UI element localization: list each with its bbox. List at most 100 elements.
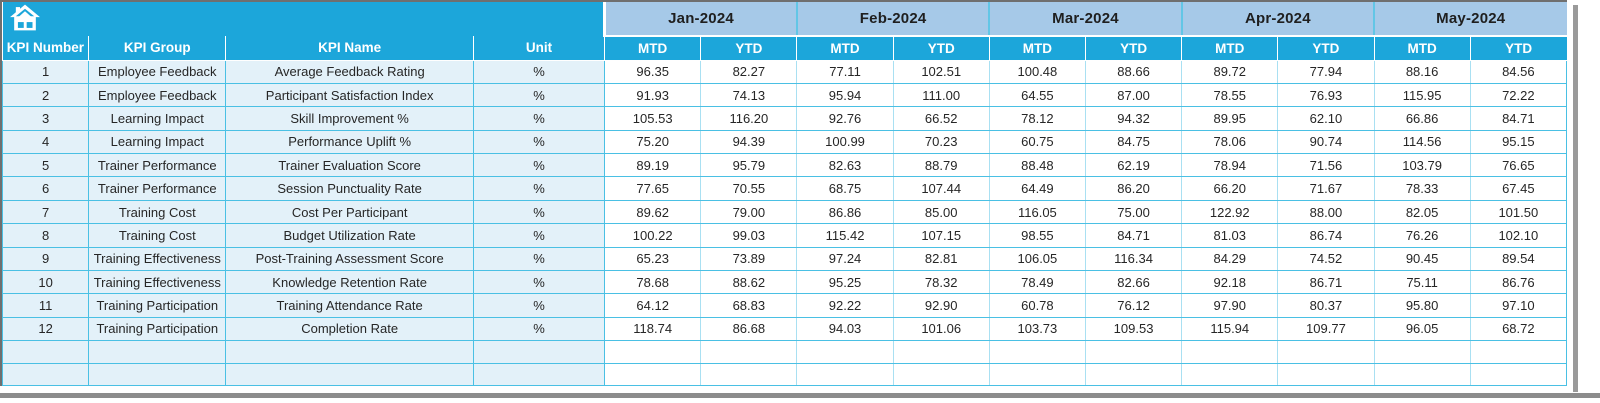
cell-empty[interactable] bbox=[1, 363, 90, 387]
cell-value[interactable]: 106.05 bbox=[988, 247, 1086, 272]
cell-value[interactable]: 67.45 bbox=[1469, 176, 1568, 201]
cell-value[interactable]: 78.06 bbox=[1181, 130, 1278, 155]
cell-value[interactable]: 71.56 bbox=[1277, 153, 1375, 178]
home-button[interactable] bbox=[2, 2, 607, 36]
cell-value[interactable]: 78.32 bbox=[892, 270, 990, 295]
cell-unit[interactable]: % bbox=[472, 317, 606, 342]
cell-unit[interactable]: % bbox=[472, 176, 606, 201]
cell-empty[interactable] bbox=[1469, 340, 1568, 364]
cell-value[interactable]: 116.34 bbox=[1084, 247, 1182, 272]
cell-kpi-group[interactable]: Employee Feedback bbox=[88, 83, 227, 108]
cell-value[interactable]: 101.50 bbox=[1469, 200, 1568, 225]
cell-value[interactable]: 60.78 bbox=[988, 293, 1086, 318]
cell-kpi-name[interactable]: Skill Improvement % bbox=[225, 106, 474, 131]
cell-empty[interactable] bbox=[1084, 363, 1182, 387]
column-header-apr-2024-ytd[interactable]: YTD bbox=[1277, 36, 1375, 61]
cell-value[interactable]: 62.19 bbox=[1084, 153, 1182, 178]
cell-kpi-group[interactable]: Learning Impact bbox=[88, 130, 227, 155]
cell-value[interactable]: 78.68 bbox=[604, 270, 701, 295]
cell-value[interactable]: 85.00 bbox=[892, 200, 990, 225]
cell-value[interactable]: 90.45 bbox=[1373, 247, 1471, 272]
cell-value[interactable]: 66.20 bbox=[1181, 176, 1278, 201]
cell-value[interactable]: 71.67 bbox=[1277, 176, 1375, 201]
cell-empty[interactable] bbox=[1469, 363, 1568, 387]
cell-value[interactable]: 97.90 bbox=[1181, 293, 1278, 318]
cell-kpi-number[interactable]: 9 bbox=[1, 247, 90, 272]
month-header-mar-2024[interactable]: Mar-2024 bbox=[988, 2, 1182, 37]
cell-empty[interactable] bbox=[988, 340, 1086, 364]
cell-value[interactable]: 87.00 bbox=[1084, 83, 1182, 108]
cell-value[interactable]: 97.10 bbox=[1469, 293, 1568, 318]
cell-value[interactable]: 73.89 bbox=[700, 247, 797, 272]
cell-value[interactable]: 82.27 bbox=[700, 60, 797, 84]
cell-empty[interactable] bbox=[700, 363, 797, 387]
cell-value[interactable]: 115.42 bbox=[796, 223, 894, 248]
cell-value[interactable]: 82.81 bbox=[892, 247, 990, 272]
cell-unit[interactable]: % bbox=[472, 200, 606, 225]
cell-kpi-name[interactable]: Completion Rate bbox=[225, 317, 474, 342]
cell-empty[interactable] bbox=[892, 363, 990, 387]
cell-value[interactable]: 100.99 bbox=[796, 130, 894, 155]
cell-value[interactable]: 91.93 bbox=[604, 83, 701, 108]
cell-empty[interactable] bbox=[892, 340, 990, 364]
cell-value[interactable]: 88.48 bbox=[988, 153, 1086, 178]
cell-value[interactable]: 94.03 bbox=[796, 317, 894, 342]
cell-value[interactable]: 92.22 bbox=[796, 293, 894, 318]
cell-value[interactable]: 109.77 bbox=[1277, 317, 1375, 342]
cell-kpi-number[interactable]: 3 bbox=[1, 106, 90, 131]
cell-value[interactable]: 86.74 bbox=[1277, 223, 1375, 248]
cell-value[interactable]: 88.00 bbox=[1277, 200, 1375, 225]
cell-value[interactable]: 88.16 bbox=[1373, 60, 1471, 84]
cell-kpi-group[interactable]: Trainer Performance bbox=[88, 176, 227, 201]
cell-value[interactable]: 78.33 bbox=[1373, 176, 1471, 201]
cell-kpi-group[interactable]: Training Cost bbox=[88, 200, 227, 225]
column-header-feb-2024-ytd[interactable]: YTD bbox=[892, 36, 990, 61]
cell-value[interactable]: 70.23 bbox=[892, 130, 990, 155]
cell-kpi-number[interactable]: 7 bbox=[1, 200, 90, 225]
cell-kpi-name[interactable]: Performance Uplift % bbox=[225, 130, 474, 155]
cell-value[interactable]: 98.55 bbox=[988, 223, 1086, 248]
cell-empty[interactable] bbox=[1181, 340, 1278, 364]
cell-empty[interactable] bbox=[604, 340, 701, 364]
cell-value[interactable]: 95.94 bbox=[796, 83, 894, 108]
cell-value[interactable]: 100.22 bbox=[604, 223, 701, 248]
cell-empty[interactable] bbox=[700, 340, 797, 364]
cell-kpi-name[interactable]: Training Attendance Rate bbox=[225, 293, 474, 318]
cell-empty[interactable] bbox=[1084, 340, 1182, 364]
cell-empty[interactable] bbox=[88, 363, 227, 387]
cell-value[interactable]: 78.55 bbox=[1181, 83, 1278, 108]
cell-value[interactable]: 86.20 bbox=[1084, 176, 1182, 201]
cell-unit[interactable]: % bbox=[472, 106, 606, 131]
cell-empty[interactable] bbox=[604, 363, 701, 387]
cell-value[interactable]: 89.95 bbox=[1181, 106, 1278, 131]
cell-kpi-number[interactable]: 4 bbox=[1, 130, 90, 155]
cell-value[interactable]: 92.18 bbox=[1181, 270, 1278, 295]
cell-kpi-name[interactable]: Session Punctuality Rate bbox=[225, 176, 474, 201]
cell-value[interactable]: 90.74 bbox=[1277, 130, 1375, 155]
cell-empty[interactable] bbox=[1277, 363, 1375, 387]
cell-kpi-number[interactable]: 12 bbox=[1, 317, 90, 342]
cell-kpi-group[interactable]: Training Participation bbox=[88, 293, 227, 318]
cell-value[interactable]: 116.20 bbox=[700, 106, 797, 131]
cell-value[interactable]: 86.86 bbox=[796, 200, 894, 225]
cell-unit[interactable]: % bbox=[472, 60, 606, 84]
cell-value[interactable]: 77.11 bbox=[796, 60, 894, 84]
cell-unit[interactable]: % bbox=[472, 223, 606, 248]
cell-value[interactable]: 115.95 bbox=[1373, 83, 1471, 108]
cell-empty[interactable] bbox=[1181, 363, 1278, 387]
cell-kpi-group[interactable]: Training Effectiveness bbox=[88, 270, 227, 295]
cell-kpi-group[interactable]: Training Cost bbox=[88, 223, 227, 248]
cell-unit[interactable]: % bbox=[472, 130, 606, 155]
cell-value[interactable]: 102.10 bbox=[1469, 223, 1568, 248]
cell-value[interactable]: 72.22 bbox=[1469, 83, 1568, 108]
cell-value[interactable]: 111.00 bbox=[892, 83, 990, 108]
cell-empty[interactable] bbox=[796, 340, 894, 364]
cell-value[interactable]: 81.03 bbox=[1181, 223, 1278, 248]
cell-value[interactable]: 80.37 bbox=[1277, 293, 1375, 318]
cell-value[interactable]: 76.65 bbox=[1469, 153, 1568, 178]
cell-value[interactable]: 109.53 bbox=[1084, 317, 1182, 342]
month-header-may-2024[interactable]: May-2024 bbox=[1373, 2, 1567, 37]
cell-kpi-number[interactable]: 8 bbox=[1, 223, 90, 248]
cell-value[interactable]: 74.13 bbox=[700, 83, 797, 108]
cell-empty[interactable] bbox=[1373, 363, 1471, 387]
